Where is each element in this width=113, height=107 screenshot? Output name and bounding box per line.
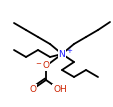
Text: +: + bbox=[65, 48, 71, 54]
Text: O: O bbox=[29, 85, 36, 94]
Text: −: − bbox=[35, 61, 41, 67]
Text: OH: OH bbox=[53, 85, 66, 94]
Text: N: N bbox=[58, 50, 65, 59]
Text: O: O bbox=[42, 62, 49, 71]
